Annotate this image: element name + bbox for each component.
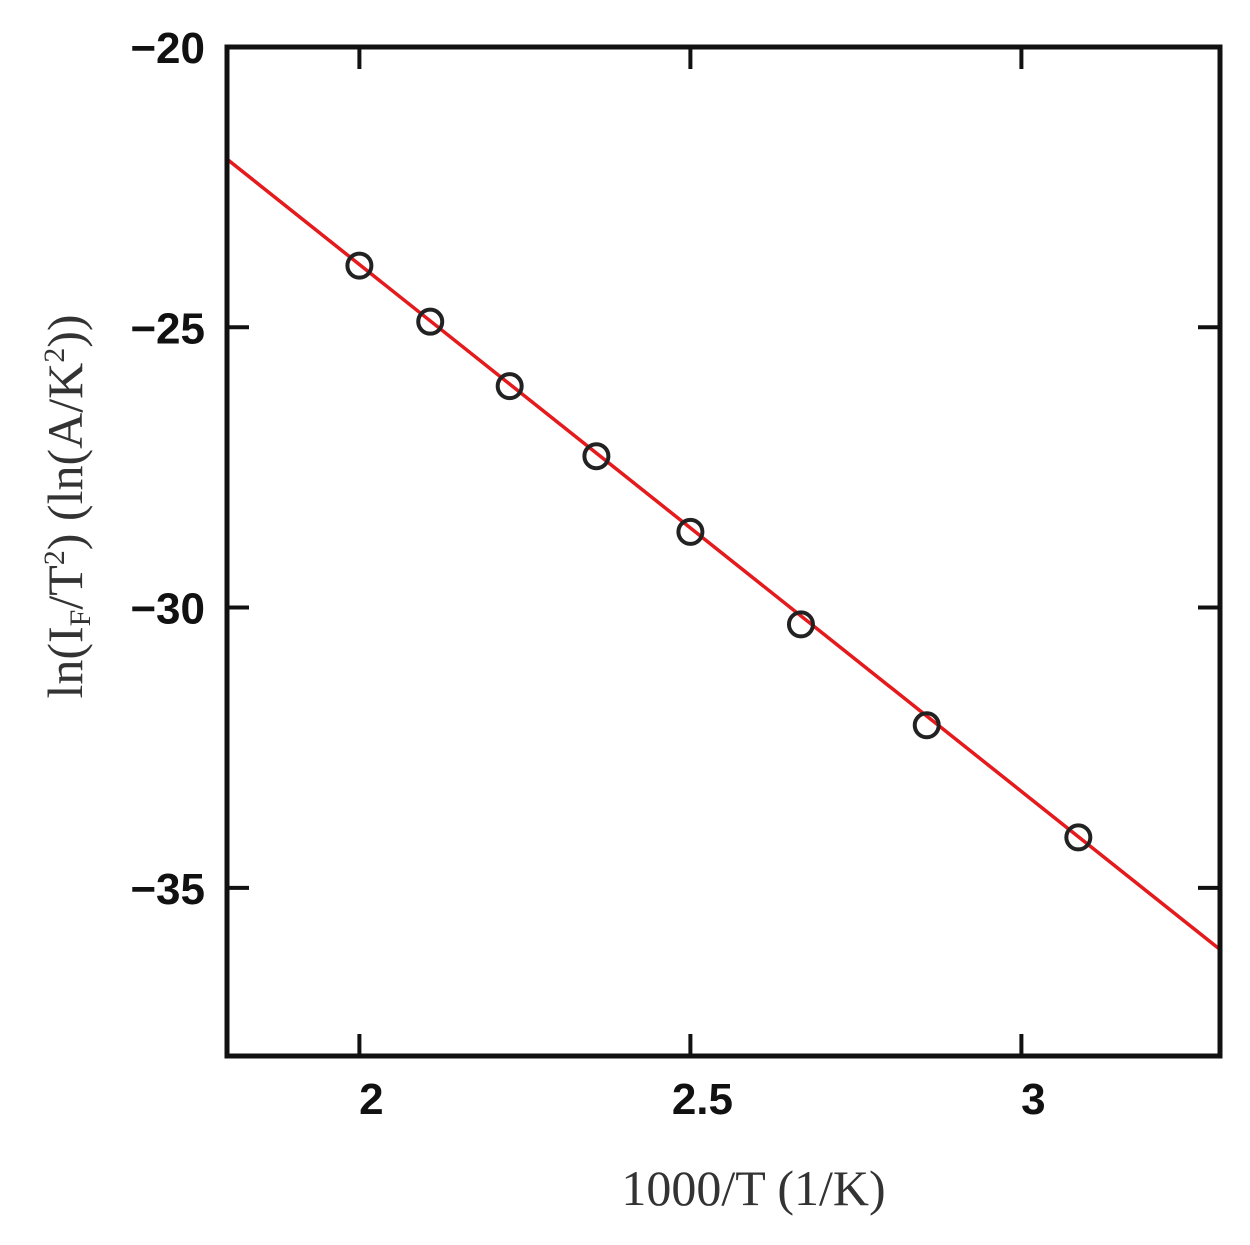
data-point-5: [786, 610, 815, 639]
y-tick-label-2: −30: [130, 585, 205, 634]
x-tick-label-2: 3: [1021, 1075, 1045, 1124]
y-tick-label-3: −35: [130, 865, 205, 914]
data-point-2: [495, 372, 524, 401]
x-axis-title: 1000/T (1/K): [621, 1160, 885, 1216]
data-point-7: [1064, 823, 1093, 852]
y-axis-title-prefix: ln(I: [37, 626, 93, 698]
points-layer: [345, 251, 1093, 852]
plot-frame: [224, 44, 1223, 1059]
x-tick-label-1: 2.5: [672, 1075, 733, 1124]
fit-line: [225, 157, 1222, 951]
y-axis-title-superscript-1: 2: [38, 550, 71, 565]
y-axis-title: ln(IF/T2) (ln(A/K2)): [37, 314, 97, 698]
data-point-3: [582, 442, 611, 471]
fit-layer: [225, 157, 1222, 951]
y-axis-title-mid2: ) (ln(A/K: [37, 363, 93, 550]
y-tick-label-0: −20: [130, 24, 205, 73]
data-point-4: [676, 517, 705, 546]
ticks-layer: 2 2.5 3 −20 −25 −30 −35: [130, 24, 1220, 1124]
y-axis-title-superscript-2: 2: [38, 348, 71, 363]
y-axis-title-suffix: )): [37, 314, 93, 347]
x-tick-label-0: 2: [359, 1075, 383, 1124]
data-point-0: [345, 251, 374, 280]
y-tick-label-1: −25: [130, 304, 205, 353]
data-point-1: [416, 307, 445, 336]
y-axis-title-mid1: /T: [37, 565, 93, 609]
y-axis-title-subscript: F: [64, 610, 97, 627]
data-point-6: [912, 711, 941, 740]
